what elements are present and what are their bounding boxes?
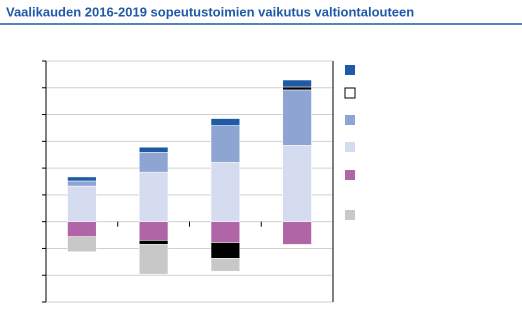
bar-segment	[282, 86, 312, 91]
bar-segment	[67, 176, 97, 182]
bar-segment	[67, 180, 97, 187]
legend-swatch	[344, 87, 356, 99]
legend-swatch	[345, 170, 355, 180]
bar-segment	[139, 244, 169, 275]
bar-segment	[282, 89, 312, 146]
bar-segment	[282, 221, 312, 245]
bar-segment	[139, 221, 169, 241]
bar-segment	[139, 146, 169, 153]
bar-segment	[282, 145, 312, 222]
legend-swatch	[345, 65, 355, 75]
bar-segment	[139, 152, 169, 173]
bar-segment	[67, 185, 97, 222]
bar-segment	[210, 161, 240, 222]
legend-swatch	[345, 142, 355, 152]
bar-segment	[139, 171, 169, 222]
bar-segment	[210, 221, 240, 243]
bar-segment	[282, 79, 312, 88]
bar-segment	[210, 242, 240, 259]
bar-segment	[210, 118, 240, 126]
legend-swatch	[345, 210, 355, 220]
legend-swatch	[345, 115, 355, 125]
chart-title: Vaalikauden 2016-2019 sopeutustoimien va…	[6, 4, 414, 19]
bar-segment	[210, 125, 240, 163]
bar-segment	[139, 240, 169, 245]
bar-segment	[210, 258, 240, 272]
bar-segment	[67, 221, 97, 237]
bar-segment	[67, 236, 97, 252]
